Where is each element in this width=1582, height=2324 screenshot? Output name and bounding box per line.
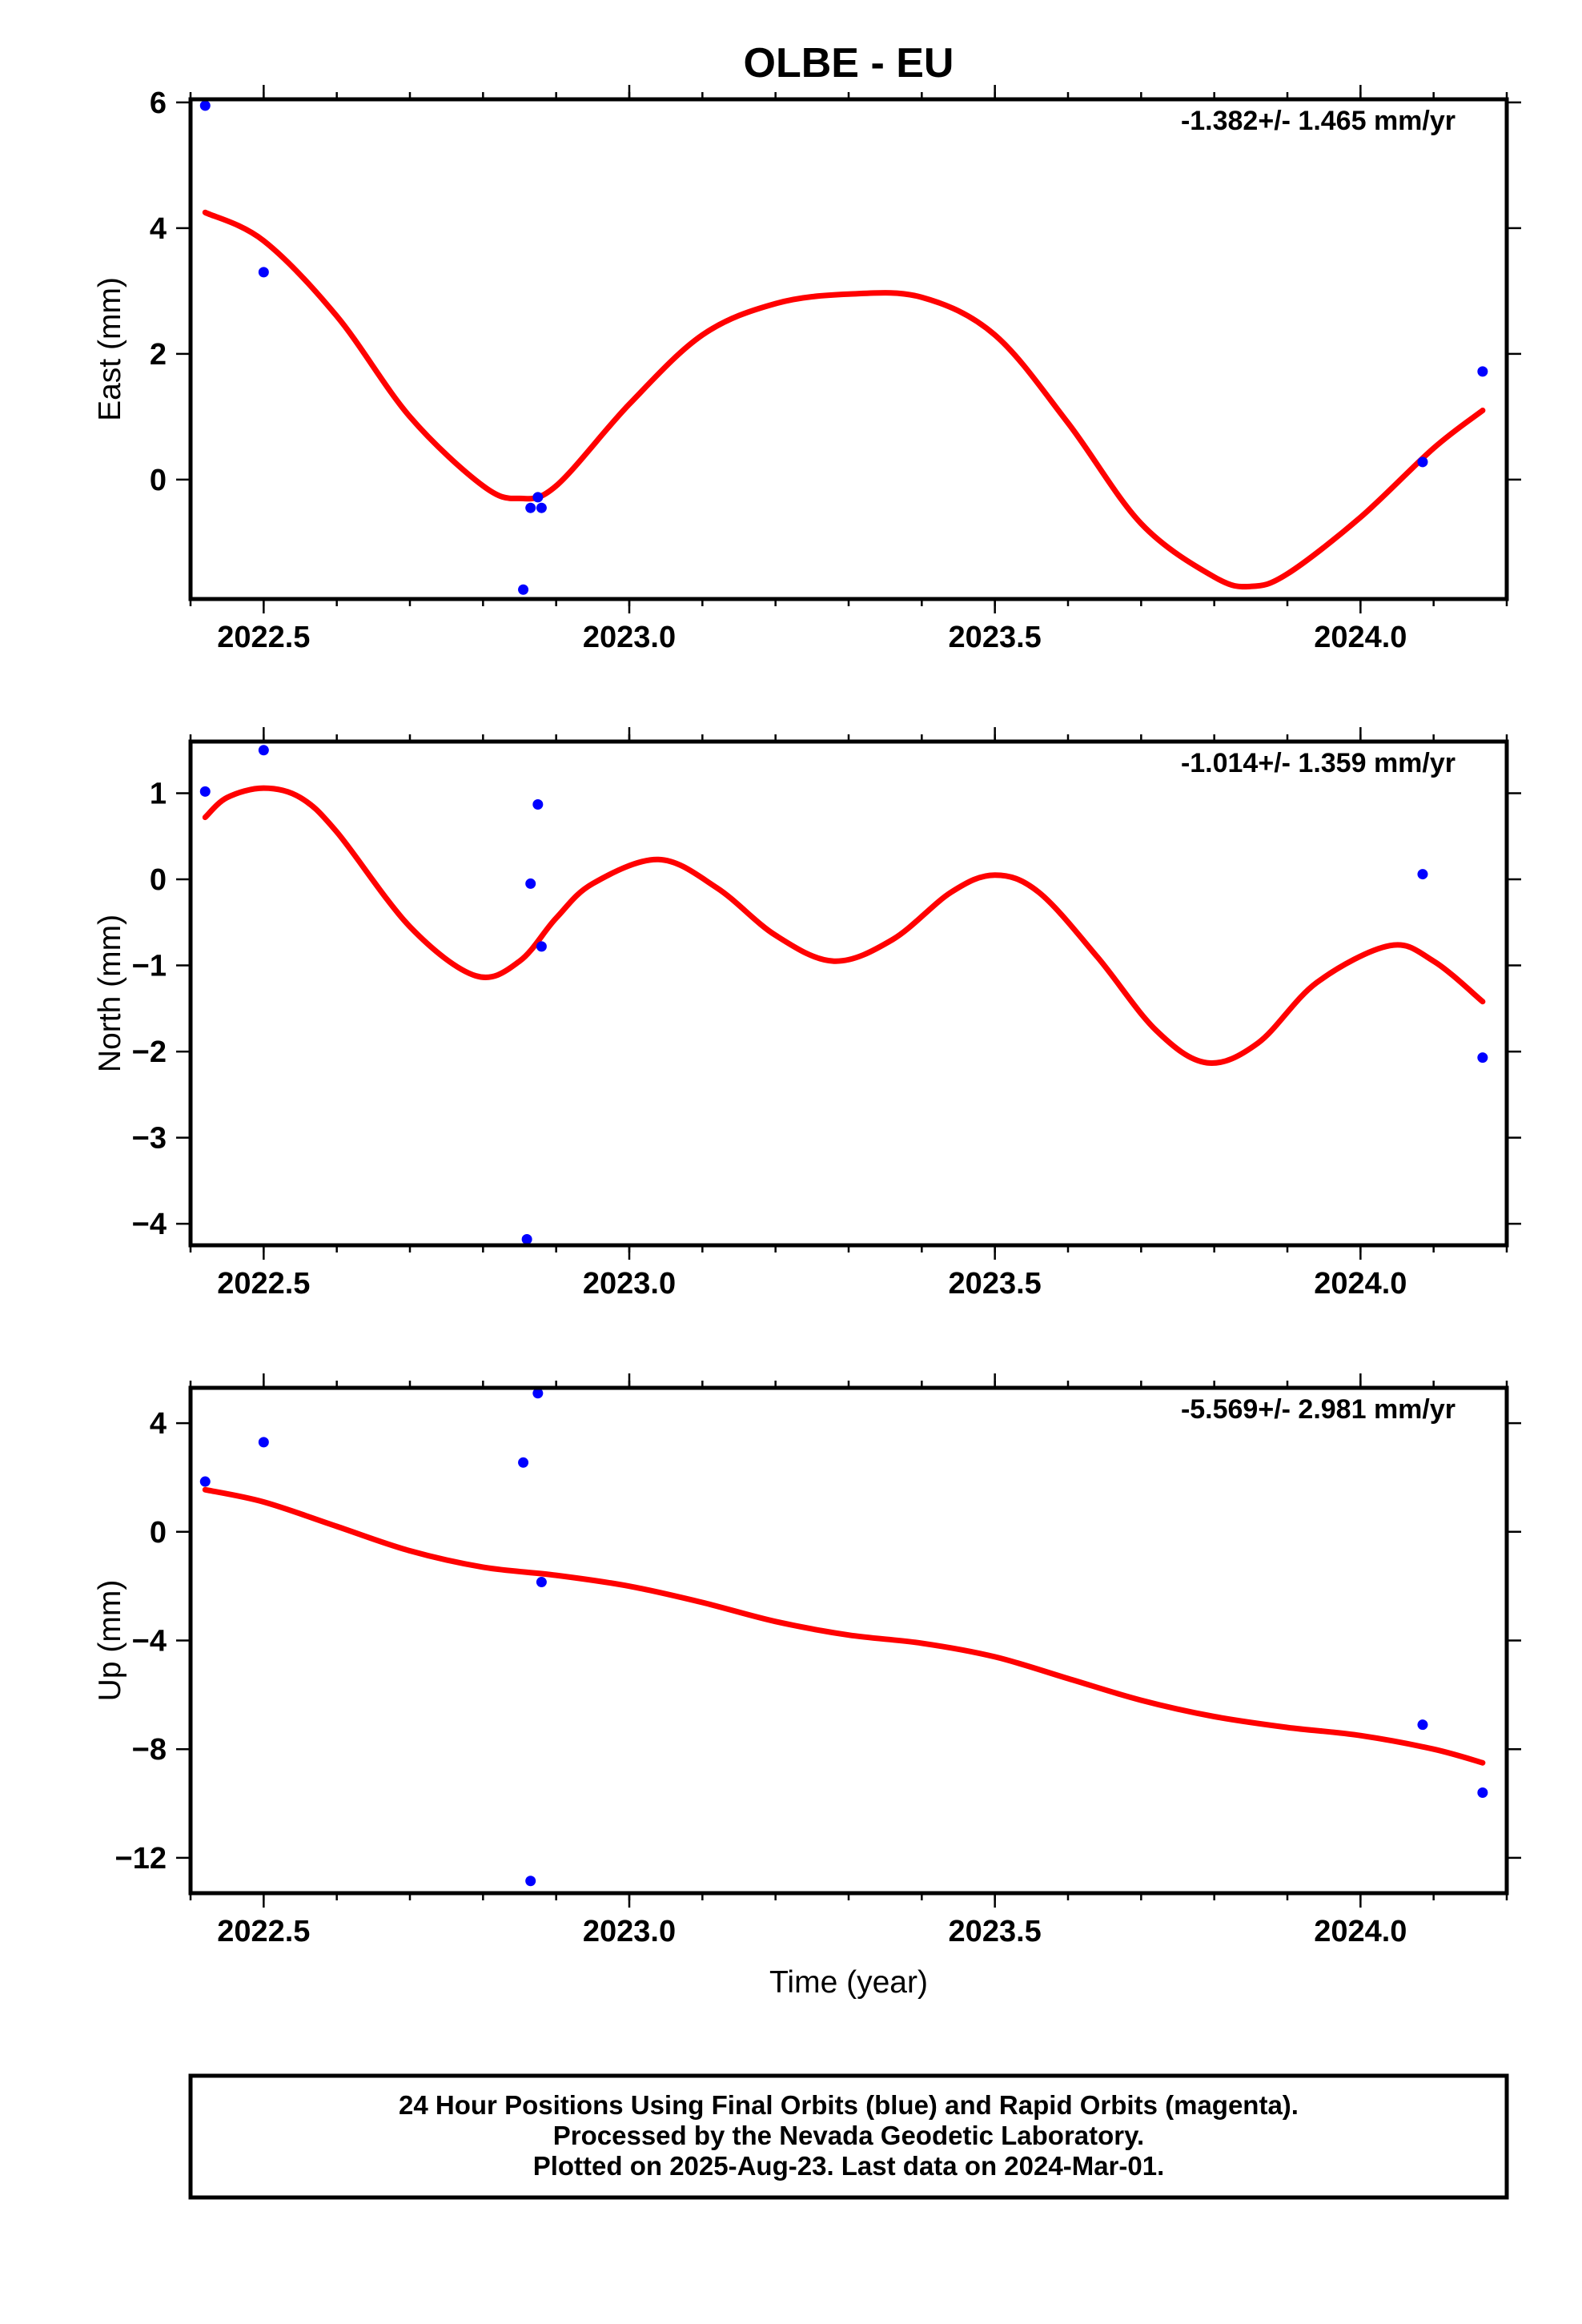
footer-box: 24 Hour Positions Using Final Orbits (bl… xyxy=(188,2073,1509,2200)
x-tick-label: 2022.5 xyxy=(217,1267,310,1301)
x-tick-label: 2024.0 xyxy=(1314,1267,1407,1301)
data-point xyxy=(525,502,536,513)
data-point xyxy=(521,1233,532,1244)
data-point xyxy=(536,502,547,513)
y-tick-label: −3 xyxy=(132,1122,167,1156)
fit-curve xyxy=(202,785,1486,1066)
y-tick-label: 4 xyxy=(150,212,167,246)
east-panel: 2022.5 2023.0 2023.5 2024.0 0 2 4 6 East (mm) -1.… xyxy=(93,85,1521,654)
footer-line-1: 24 Hour Positions Using Final Orbits (bl… xyxy=(399,2090,1299,2120)
data-point xyxy=(199,100,211,111)
footer-line-3: Plotted on 2025-Aug-23. Last data on 202… xyxy=(533,2151,1165,2181)
data-point xyxy=(1477,1052,1488,1063)
velocity-annotation: -5.569+/- 2.981 mm/yr xyxy=(1181,1394,1456,1425)
data-point xyxy=(532,1388,544,1399)
data-point xyxy=(532,492,544,503)
velocity-annotation: -1.014+/- 1.359 mm/yr xyxy=(1181,748,1456,778)
y-axis-label: East (mm) xyxy=(93,277,127,421)
data-point xyxy=(258,745,269,756)
data-point xyxy=(518,584,529,595)
north-panel: 2022.5 2023.0 2023.5 2024.0 −4 −3 −2 −1 0 1 North … xyxy=(93,727,1521,1301)
x-tick-label: 2022.5 xyxy=(217,621,310,654)
y-axis-label: North (mm) xyxy=(93,915,127,1072)
data-point xyxy=(1477,1787,1488,1798)
data-point xyxy=(1417,869,1428,880)
y-tick-label: 0 xyxy=(150,464,167,497)
data-point xyxy=(258,1437,269,1448)
x-tick-label: 2024.0 xyxy=(1314,621,1407,654)
fit-curve xyxy=(202,1486,1486,1766)
footer-line-2: Processed by the Nevada Geodetic Laborat… xyxy=(553,2121,1144,2150)
data-point xyxy=(258,267,269,278)
y-tick-label: −8 xyxy=(132,1733,167,1767)
fit-curve xyxy=(202,209,1486,590)
x-tick-label: 2023.0 xyxy=(583,621,676,654)
data-point xyxy=(1417,456,1428,468)
y-tick-label: 0 xyxy=(150,863,167,897)
data-point xyxy=(525,1876,536,1887)
x-axis-label: Time (year) xyxy=(769,1965,928,2000)
plot-frame xyxy=(188,1385,1509,1896)
x-tick-label: 2024.0 xyxy=(1314,1915,1407,1948)
x-tick-label: 2023.5 xyxy=(949,1267,1042,1301)
y-tick-label: −4 xyxy=(132,1625,167,1659)
data-point xyxy=(199,786,211,797)
y-tick-label: −2 xyxy=(132,1035,167,1069)
y-axis-label: Up (mm) xyxy=(93,1580,127,1702)
x-tick-label: 2023.5 xyxy=(949,1915,1042,1948)
data-point xyxy=(518,1457,529,1468)
y-tick-label: −4 xyxy=(132,1208,167,1241)
y-tick-label: −1 xyxy=(132,950,167,983)
data-point xyxy=(1477,366,1488,377)
x-tick-label: 2023.0 xyxy=(583,1915,676,1948)
x-tick-label: 2023.5 xyxy=(949,621,1042,654)
y-tick-label: −12 xyxy=(115,1842,167,1876)
y-tick-label: 1 xyxy=(150,778,167,811)
x-tick-label: 2022.5 xyxy=(217,1915,310,1948)
data-point xyxy=(536,941,547,952)
x-tick-label: 2023.0 xyxy=(583,1267,676,1301)
up-panel: 2022.5 2023.0 2023.5 2024.0 −12 −8 −4 0 4 Up (mm)… xyxy=(93,1373,1521,1948)
y-tick-label: 4 xyxy=(150,1407,167,1441)
data-point xyxy=(1417,1719,1428,1731)
data-point xyxy=(199,1476,211,1487)
y-tick-label: 6 xyxy=(150,86,167,120)
velocity-annotation: -1.382+/- 1.465 mm/yr xyxy=(1181,106,1456,136)
plot-frame xyxy=(188,739,1509,1248)
data-point xyxy=(525,878,536,889)
data-point xyxy=(532,798,544,810)
figure-title: OLBE - EU xyxy=(744,40,954,86)
plot-frame xyxy=(188,97,1509,601)
y-tick-label: 0 xyxy=(150,1516,167,1550)
data-point xyxy=(536,1577,547,1588)
y-tick-label: 2 xyxy=(150,338,167,372)
